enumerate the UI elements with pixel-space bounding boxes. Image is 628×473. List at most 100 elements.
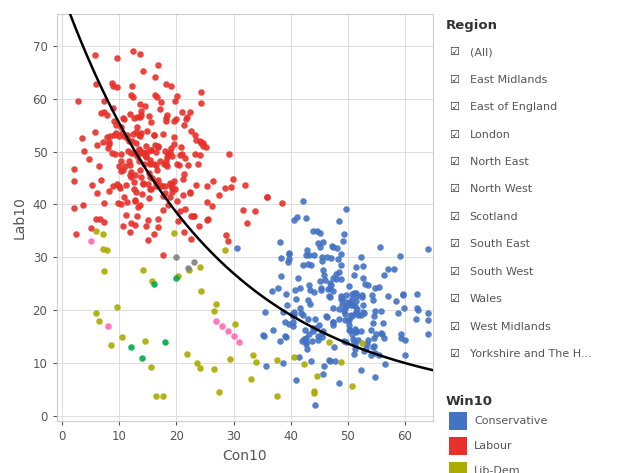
Point <box>396 330 406 338</box>
Point <box>127 47 138 55</box>
Point <box>109 117 119 124</box>
Point <box>226 183 236 191</box>
Point <box>261 363 271 370</box>
Point <box>340 310 350 318</box>
Point <box>107 79 117 87</box>
Point <box>196 140 206 147</box>
Point <box>133 203 143 211</box>
Point <box>91 228 101 235</box>
Point <box>103 322 113 330</box>
Point <box>334 379 344 386</box>
Point <box>374 351 384 359</box>
Point <box>313 337 323 344</box>
Point <box>318 272 328 279</box>
Point <box>141 142 151 150</box>
Point <box>165 148 175 156</box>
Point <box>278 308 288 315</box>
Point <box>111 121 121 128</box>
Text: West Midlands: West Midlands <box>470 322 551 332</box>
Point <box>150 92 160 99</box>
Point <box>137 148 147 156</box>
Point <box>317 329 327 337</box>
Point <box>339 337 349 345</box>
Point <box>288 312 298 320</box>
Point <box>368 343 378 351</box>
Point <box>349 289 359 297</box>
Point <box>119 193 129 201</box>
Point <box>172 92 182 100</box>
Point <box>268 326 278 334</box>
Point <box>104 139 114 146</box>
Point <box>276 200 286 207</box>
Point <box>135 166 145 174</box>
Point <box>116 201 126 208</box>
Point <box>281 290 291 298</box>
Point <box>175 207 185 215</box>
Point <box>160 182 170 190</box>
Point <box>312 228 322 235</box>
Point <box>131 212 141 220</box>
Point <box>160 338 170 345</box>
Point <box>102 246 112 254</box>
Point <box>129 114 139 122</box>
Point <box>119 132 129 140</box>
Point <box>350 346 360 353</box>
Point <box>395 252 405 260</box>
Point <box>161 114 171 122</box>
Point <box>99 267 109 275</box>
Point <box>146 119 156 126</box>
Point <box>116 167 126 175</box>
Text: Scotland: Scotland <box>470 212 518 222</box>
Point <box>172 197 182 205</box>
Text: ☑: ☑ <box>449 349 459 359</box>
Point <box>310 252 320 259</box>
Point <box>68 177 78 185</box>
Point <box>178 175 188 183</box>
Point <box>354 336 364 343</box>
Point <box>357 340 367 347</box>
Point <box>111 130 121 137</box>
Point <box>136 50 146 58</box>
Point <box>121 181 131 189</box>
Point <box>281 333 291 341</box>
Point <box>137 190 147 198</box>
Point <box>70 231 80 238</box>
Point <box>325 284 335 292</box>
Point <box>308 324 318 332</box>
Point <box>327 281 337 289</box>
Point <box>370 373 380 381</box>
Point <box>156 98 166 106</box>
Point <box>90 309 100 316</box>
Point <box>342 291 352 299</box>
Point <box>166 152 176 159</box>
Point <box>350 341 360 349</box>
Point <box>102 144 112 151</box>
Point <box>367 292 377 299</box>
Point <box>125 228 135 236</box>
Text: East of England: East of England <box>470 102 557 112</box>
Point <box>158 131 168 138</box>
Point <box>187 213 197 220</box>
Point <box>173 217 183 225</box>
Point <box>166 82 176 89</box>
Point <box>154 157 165 165</box>
Point <box>344 316 354 324</box>
Point <box>190 131 200 139</box>
Point <box>379 334 389 342</box>
Point <box>143 180 153 188</box>
Text: ☑: ☑ <box>449 75 459 85</box>
Point <box>171 115 181 123</box>
Point <box>151 183 161 190</box>
Point <box>283 258 293 266</box>
Point <box>320 277 330 284</box>
Text: East Midlands: East Midlands <box>470 75 547 85</box>
Point <box>142 148 152 155</box>
Point <box>295 304 305 311</box>
Point <box>333 255 344 263</box>
Text: ☑: ☑ <box>449 212 459 222</box>
Point <box>353 311 363 318</box>
Point <box>423 309 433 317</box>
Point <box>357 291 367 299</box>
Point <box>127 138 137 145</box>
Point <box>149 131 159 139</box>
